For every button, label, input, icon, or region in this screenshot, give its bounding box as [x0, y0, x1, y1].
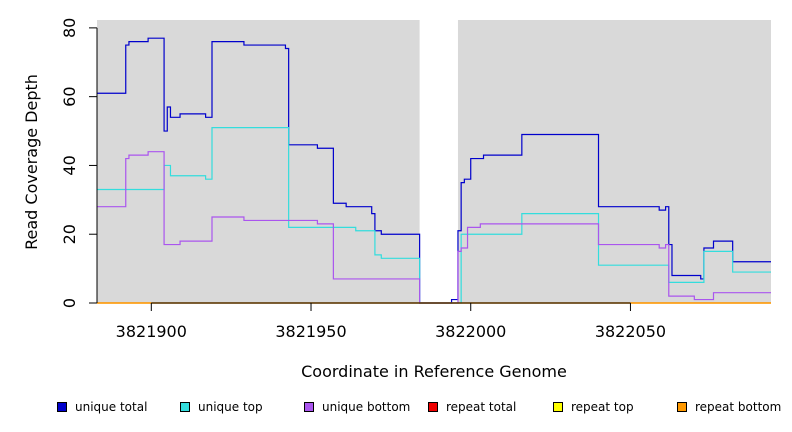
y-axis-title: Read Coverage Depth [22, 74, 41, 250]
y-tick-label: 80 [60, 18, 79, 38]
legend-item-unique-bottom: unique bottom [304, 400, 410, 414]
legend-swatch [57, 402, 67, 412]
legend-item-unique-top: unique top [180, 400, 263, 414]
y-tick-label: 40 [60, 155, 79, 175]
legend-label: unique bottom [322, 400, 411, 414]
x-tick-label: 3822000 [435, 322, 506, 341]
legend: unique total unique top unique bottom repea… [0, 400, 792, 420]
coverage-chart: 0 20 40 60 80 3821900 3821950 3822000 3822050 Co… [22, 18, 771, 381]
legend-item-repeat-total: repeat total [428, 400, 516, 414]
legend-label: repeat total [446, 400, 517, 414]
legend-label: unique total [75, 400, 148, 414]
legend-item-repeat-bottom: repeat bottom [677, 400, 781, 414]
y-tick-label: 0 [60, 298, 79, 308]
x-tick-label: 3821950 [275, 322, 346, 341]
series-line-unique-total [97, 37, 771, 304]
x-tick-label: 3822050 [595, 322, 666, 341]
legend-label: repeat top [571, 400, 634, 414]
legend-label: unique top [198, 400, 263, 414]
legend-swatch [677, 402, 687, 412]
legend-label: repeat bottom [695, 400, 782, 414]
legend-swatch [180, 402, 190, 412]
legend-item-unique-total: unique total [57, 400, 147, 414]
legend-swatch [428, 402, 438, 412]
legend-item-repeat-top: repeat top [553, 400, 634, 414]
y-tick-label: 20 [60, 224, 79, 244]
gap-region [419, 20, 458, 303]
legend-swatch [553, 402, 563, 412]
y-tick-label: 60 [60, 86, 79, 106]
legend-swatch [304, 402, 314, 412]
x-axis-title: Coordinate in Reference Genome [301, 362, 567, 381]
x-tick-label: 3821900 [116, 322, 187, 341]
